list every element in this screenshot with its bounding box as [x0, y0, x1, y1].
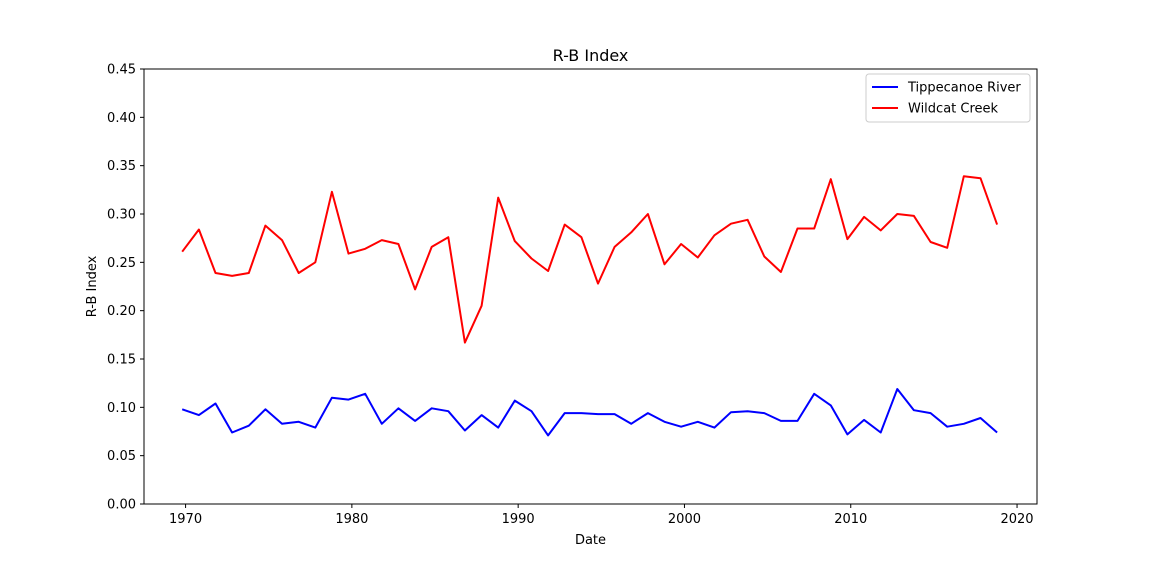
series-line-2 [181, 175, 999, 344]
x-tick-label: 1990 [502, 512, 535, 527]
legend-box [865, 73, 1031, 123]
x-tick-label: 2020 [1000, 512, 1033, 527]
y-tick-label: 0.00 [107, 498, 136, 513]
y-axis-label: R-B Index [85, 255, 100, 317]
x-tick-label: 2000 [668, 512, 701, 527]
legend-label-2: Wildcat Creek [908, 102, 999, 117]
plot-frame [143, 68, 1038, 505]
series-layer [181, 175, 999, 437]
series-line-1 [181, 388, 998, 437]
y-tick-label: 0.35 [107, 159, 136, 174]
y-tick-label: 0.05 [107, 449, 136, 464]
y-tick-label: 0.15 [107, 353, 136, 368]
x-axis-label: Date [575, 533, 606, 548]
y-tick-label: 0.45 [107, 63, 136, 78]
y-tick-label: 0.25 [107, 256, 136, 271]
y-tick-label: 0.40 [107, 111, 136, 126]
x-tick-label: 1980 [335, 512, 368, 527]
y-tick-label: 0.10 [107, 401, 136, 416]
y-tick-label: 0.20 [107, 304, 136, 319]
y-axis: 0.00 0.05 0.10 0.15 0.20 0.25 0.30 0.35 0.40 0.45 [107, 63, 144, 513]
x-tick-label: 2010 [834, 512, 867, 527]
x-axis: 1970 1980 1990 2000 2010 2020 [169, 504, 1034, 527]
legend: Tippecanoe River Wildcat Creek [865, 73, 1031, 123]
legend-label-1: Tippecanoe River [907, 81, 1021, 96]
y-tick-label: 0.30 [107, 208, 136, 223]
x-tick-label: 1970 [169, 512, 202, 527]
chart-title: R-B Index [553, 46, 629, 65]
